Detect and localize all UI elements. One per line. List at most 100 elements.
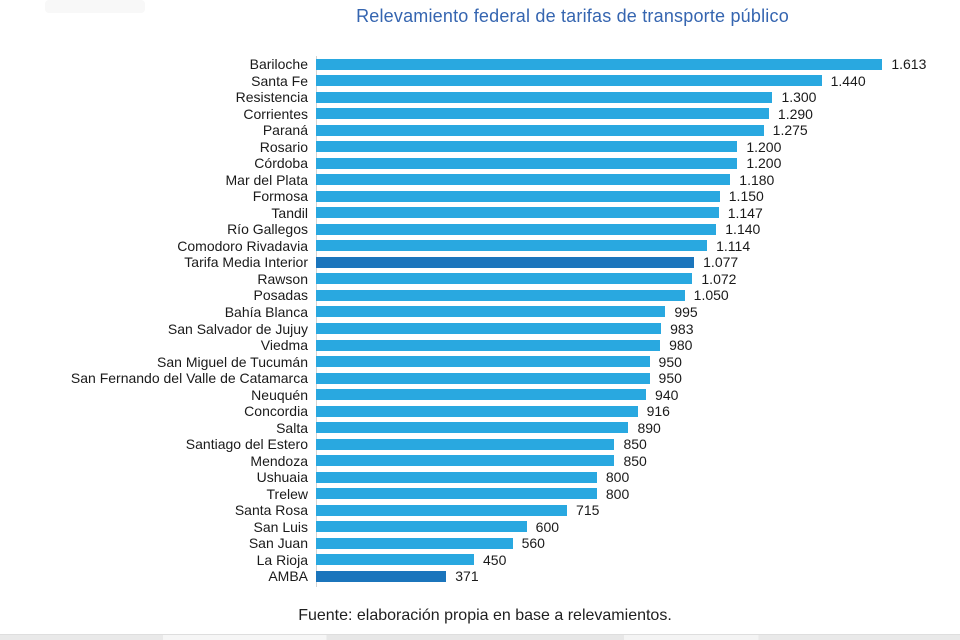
value-label: 800 (605, 469, 630, 486)
chart-row: Santa Fe 1.440 (0, 73, 948, 90)
bar (316, 471, 597, 483)
value-label: 1.150 (728, 188, 764, 205)
value-label: 850 (623, 436, 647, 453)
plot-cell: 1.613 (316, 56, 948, 73)
bar (316, 389, 647, 401)
category-label: Bahía Blanca (224, 303, 308, 320)
chart-row: Córdoba 1.200 (0, 155, 948, 172)
chart-row: Tarifa Media Interior 1.077 (0, 254, 948, 271)
chart-row: Posadas 1.050 (0, 287, 948, 304)
category-label: Viedma (260, 337, 308, 354)
plot-cell: 1.290 (316, 106, 948, 123)
category-label: Concordia (244, 403, 308, 420)
value-label: 715 (576, 502, 600, 519)
value-label: 980 (669, 337, 693, 354)
bar (316, 91, 773, 103)
chart-row: Mendoza 850 (0, 452, 948, 469)
category-label: Ushuaia (256, 469, 308, 486)
value-label: 1.613 (891, 56, 927, 73)
bar (316, 289, 685, 301)
chart-row: Santa Rosa 715 (0, 502, 948, 519)
plot-cell: 560 (316, 535, 948, 552)
plot-cell: 1.140 (316, 221, 948, 238)
bar (316, 537, 513, 549)
chart-row: Viedma 980 (0, 337, 948, 354)
chart-row: San Juan 560 (0, 535, 948, 552)
bar (316, 455, 615, 467)
bar-highlighted (316, 256, 695, 268)
plot-cell: 1.200 (316, 139, 948, 156)
plot-cell: 1.300 (316, 89, 948, 106)
value-label: 1.072 (701, 270, 737, 287)
value-label: 1.147 (727, 204, 763, 221)
bar (316, 75, 822, 87)
plot-cell: 950 (316, 370, 948, 387)
bar (316, 422, 629, 434)
chart-row: San Miguel de Tucumán 950 (0, 353, 948, 370)
plot-cell: 1.440 (316, 73, 948, 90)
source-note: Fuente: elaboración propia en base a rel… (298, 607, 672, 624)
value-label: 1.300 (781, 89, 817, 106)
category-label: Comodoro Rivadavia (177, 237, 308, 254)
chart-row: La Rioja 450 (0, 551, 948, 568)
plot-cell: 1.114 (316, 238, 948, 255)
value-label: 1.200 (746, 155, 782, 172)
category-label: Rawson (257, 270, 308, 287)
plot-cell: 1.180 (316, 172, 948, 189)
value-label: 1.140 (725, 221, 761, 238)
bar (316, 438, 615, 450)
plot-cell: 995 (316, 304, 948, 321)
plot-cell: 983 (316, 320, 948, 337)
bar (316, 124, 764, 136)
value-label: 1.077 (703, 254, 739, 271)
chart-row: Ushuaia 800 (0, 469, 948, 486)
bar (316, 554, 474, 566)
chart-row: Trelew 800 (0, 485, 948, 502)
plot-cell: 371 (316, 568, 948, 585)
plot-cell: 1.275 (316, 122, 948, 139)
bar (316, 372, 650, 384)
value-label: 950 (658, 370, 682, 387)
plot-cell: 800 (316, 469, 948, 486)
plot-cell: 715 (316, 502, 948, 519)
plot-cell: 916 (316, 403, 948, 420)
chart-title: Relevamiento federal de tarifas de trans… (356, 6, 789, 26)
plot-cell: 890 (316, 419, 948, 436)
chart-row: Río Gallegos 1.140 (0, 221, 948, 238)
category-label: Corrientes (243, 105, 308, 122)
bar (316, 405, 638, 417)
bar (316, 141, 738, 153)
category-label: Mar del Plata (225, 171, 308, 188)
category-label: Paraná (262, 122, 308, 139)
category-label: San Salvador de Jujuy (167, 320, 308, 337)
value-label: 1.200 (746, 138, 782, 155)
bar (316, 207, 719, 219)
value-label: 983 (670, 320, 694, 337)
plot-cell: 940 (316, 386, 948, 403)
category-label: Formosa (252, 188, 308, 205)
bar (316, 356, 650, 368)
bar-highlighted (316, 570, 447, 582)
plot-cell: 800 (316, 485, 948, 502)
value-label: 1.290 (777, 105, 813, 122)
category-label: San Miguel de Tucumán (157, 353, 308, 370)
bar (316, 521, 527, 533)
category-label: Santa Fe (251, 72, 308, 89)
chart-row: San Luis 600 (0, 518, 948, 535)
plot-cell: 600 (316, 518, 948, 535)
value-label: 1.050 (693, 287, 729, 304)
category-label: Resistencia (235, 89, 308, 106)
chart-row: Corrientes 1.290 (0, 106, 948, 123)
value-label: 600 (535, 518, 560, 535)
value-label: 450 (483, 551, 507, 568)
chart-row: San Fernando del Valle de Catamarca 950 (0, 370, 948, 387)
plot-cell: 850 (316, 452, 948, 469)
value-label: 1.275 (772, 122, 808, 139)
plot-cell: 1.200 (316, 155, 948, 172)
value-label: 1.114 (716, 237, 751, 254)
category-label: Mendoza (250, 452, 308, 469)
bottom-edge-strip (0, 634, 960, 640)
plot-cell: 950 (316, 353, 948, 370)
chart-row: Santiago del Estero 850 (0, 436, 948, 453)
